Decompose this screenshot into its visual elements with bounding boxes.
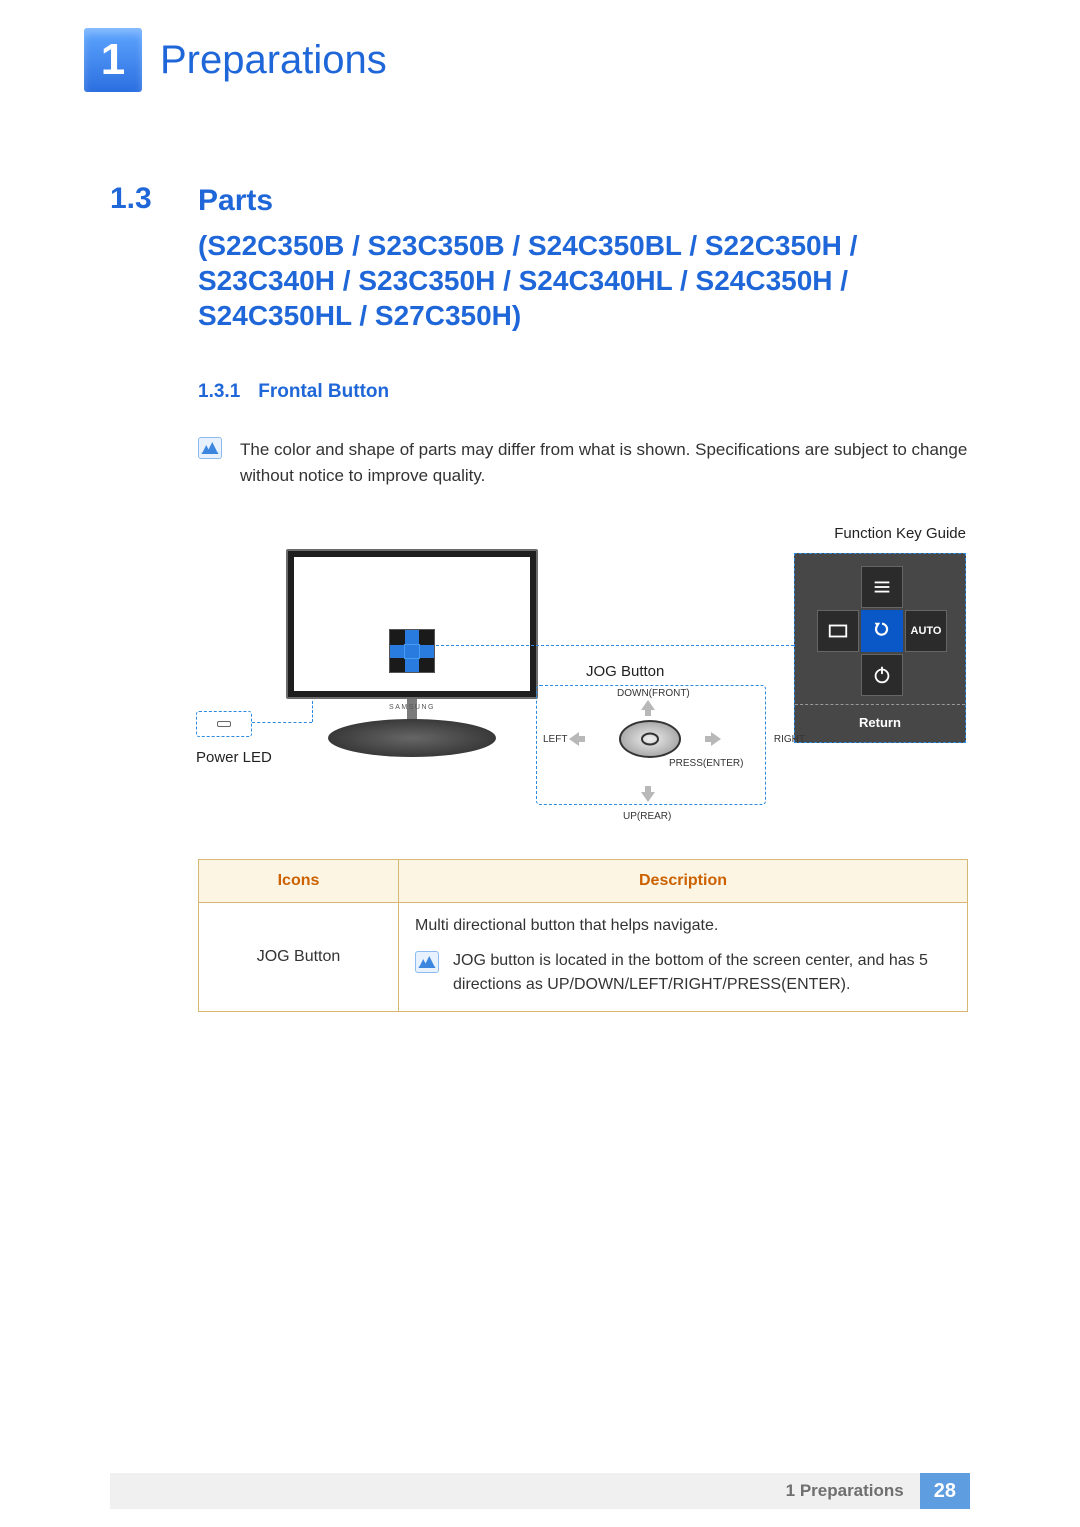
- function-key-guide-panel: AUTO Return: [794, 553, 966, 743]
- function-key-guide-label: Function Key Guide: [834, 525, 966, 542]
- osd-mini-icon: [389, 629, 435, 673]
- jog-left-label: LEFT: [543, 734, 567, 745]
- table-cell-icon-label: JOG Button: [199, 903, 399, 1012]
- note-icon: [415, 951, 439, 973]
- power-icon: [861, 654, 903, 696]
- table-cell-description: Multi directional button that helps navi…: [399, 903, 968, 1012]
- chapter-title: Preparations: [160, 38, 387, 83]
- section-title: Parts: [198, 182, 970, 220]
- table-header-description: Description: [399, 860, 968, 903]
- section-number: 1.3: [110, 182, 170, 333]
- table-row: JOG Button Multi directional button that…: [199, 903, 968, 1012]
- jog-button-diagram: DOWN(FRONT) LEFT RIGHT PRESS(ENTER) UP(R…: [536, 685, 766, 805]
- subsection-number: 1.3.1: [198, 381, 240, 403]
- subsection-heading: 1.3.1 Frontal Button: [198, 381, 970, 403]
- power-led-label: Power LED: [196, 749, 272, 766]
- arrow-down-icon: [641, 786, 655, 802]
- power-led-icon: [196, 711, 252, 737]
- brand-label: SAMSUNG: [389, 704, 435, 711]
- jog-up-rear-label: UP(REAR): [623, 811, 671, 822]
- jog-button-label: JOG Button: [586, 663, 664, 680]
- auto-label: AUTO: [905, 610, 947, 652]
- diagram: Function Key Guide AUTO: [286, 525, 966, 835]
- icons-description-table: Icons Description JOG Button Multi direc…: [198, 859, 968, 1012]
- description-main: Multi directional button that helps navi…: [415, 917, 951, 935]
- subsection-title: Frontal Button: [258, 381, 389, 403]
- monitor-illustration: SAMSUNG: [286, 549, 538, 757]
- chapter-number-badge: 1: [84, 28, 142, 92]
- footer-page-number: 28: [920, 1473, 970, 1509]
- table-header-icons: Icons: [199, 860, 399, 903]
- arrow-left-icon: [569, 732, 585, 746]
- page-footer: 1 Preparations 28: [0, 1473, 1080, 1509]
- footer-text: 1 Preparations: [110, 1473, 920, 1509]
- arrow-right-icon: [705, 732, 721, 746]
- jog-knob-icon: [619, 720, 681, 758]
- arrow-up-icon: [641, 700, 655, 716]
- return-icon: [861, 610, 903, 652]
- return-label: Return: [817, 715, 943, 730]
- jog-right-label: RIGHT: [774, 734, 805, 745]
- note-icon: [198, 437, 222, 459]
- menu-icon: [861, 566, 903, 608]
- description-note: JOG button is located in the bottom of t…: [453, 949, 951, 997]
- aspect-icon: [817, 610, 859, 652]
- jog-press-enter-label: PRESS(ENTER): [669, 758, 743, 769]
- note-text: The color and shape of parts may differ …: [240, 437, 970, 490]
- section-subtitle: (S22C350B / S23C350B / S24C350BL / S22C3…: [198, 228, 970, 333]
- chapter-header: 1 Preparations: [84, 28, 944, 92]
- note-block: The color and shape of parts may differ …: [198, 437, 970, 490]
- jog-down-front-label: DOWN(FRONT): [617, 688, 690, 699]
- section-heading: 1.3 Parts (S22C350B / S23C350B / S24C350…: [110, 182, 970, 333]
